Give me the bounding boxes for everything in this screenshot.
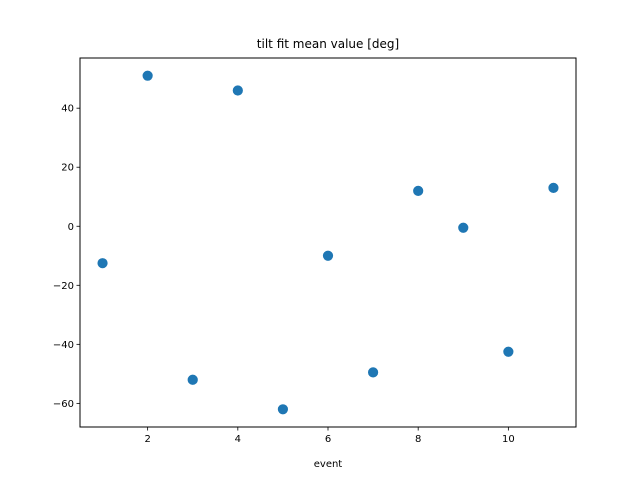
y-tick-label: −20 bbox=[53, 281, 74, 292]
chart-title: tilt fit mean value [deg] bbox=[257, 37, 399, 51]
y-tick-label: −40 bbox=[53, 340, 74, 351]
x-axis-label: event bbox=[314, 459, 343, 470]
x-tick-label: 2 bbox=[144, 434, 150, 445]
x-tick-label: 8 bbox=[415, 434, 421, 445]
data-point bbox=[232, 85, 243, 96]
y-tick-label: 20 bbox=[61, 163, 74, 174]
plot-frame bbox=[79, 57, 577, 428]
y-tick-label: 40 bbox=[61, 104, 74, 115]
data-points bbox=[97, 70, 559, 415]
data-point bbox=[503, 346, 514, 357]
y-tick-label: 0 bbox=[68, 222, 74, 233]
data-point bbox=[277, 404, 289, 415]
data-point bbox=[458, 222, 469, 233]
x-tick-label: 10 bbox=[502, 434, 515, 445]
data-point bbox=[548, 182, 559, 193]
data-point bbox=[367, 367, 379, 378]
axis-ticks: 2 4 6 8 10 −60 −40 −20 0 20 40 bbox=[53, 104, 515, 445]
data-point bbox=[97, 258, 108, 269]
x-tick-label: 4 bbox=[235, 434, 241, 445]
data-point bbox=[187, 374, 198, 385]
y-tick-label: −60 bbox=[53, 399, 74, 410]
data-point bbox=[322, 250, 334, 261]
x-tick-label: 6 bbox=[325, 434, 331, 445]
data-point bbox=[413, 185, 424, 196]
data-point bbox=[142, 70, 153, 81]
